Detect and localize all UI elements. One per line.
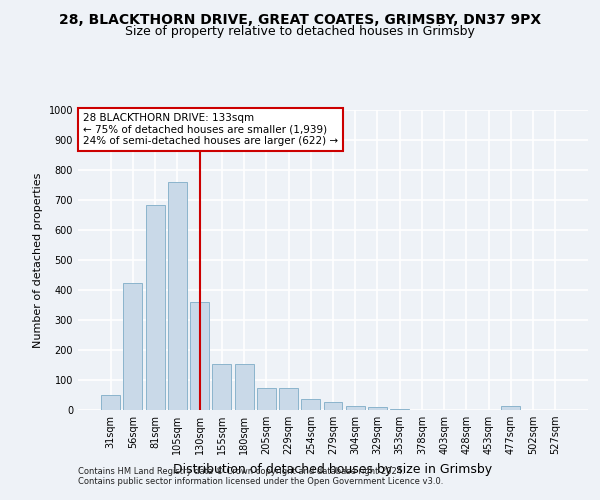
Bar bbox=[190, 302, 209, 410]
Bar bbox=[101, 395, 120, 410]
X-axis label: Distribution of detached houses by size in Grimsby: Distribution of detached houses by size … bbox=[173, 462, 493, 475]
Text: 28 BLACKTHORN DRIVE: 133sqm
← 75% of detached houses are smaller (1,939)
24% of : 28 BLACKTHORN DRIVE: 133sqm ← 75% of det… bbox=[83, 113, 338, 146]
Text: 28, BLACKTHORN DRIVE, GREAT COATES, GRIMSBY, DN37 9PX: 28, BLACKTHORN DRIVE, GREAT COATES, GRIM… bbox=[59, 12, 541, 26]
Bar bbox=[212, 364, 231, 410]
Bar bbox=[124, 282, 142, 410]
Bar bbox=[390, 408, 409, 410]
Bar bbox=[257, 388, 276, 410]
Bar bbox=[235, 364, 254, 410]
Bar bbox=[346, 406, 365, 410]
Text: Contains public sector information licensed under the Open Government Licence v3: Contains public sector information licen… bbox=[78, 477, 443, 486]
Bar bbox=[368, 407, 387, 410]
Y-axis label: Number of detached properties: Number of detached properties bbox=[33, 172, 43, 348]
Text: Contains HM Land Registry data © Crown copyright and database right 2024.: Contains HM Land Registry data © Crown c… bbox=[78, 467, 404, 476]
Bar bbox=[146, 204, 164, 410]
Bar bbox=[168, 182, 187, 410]
Bar bbox=[502, 406, 520, 410]
Bar bbox=[301, 399, 320, 410]
Text: Size of property relative to detached houses in Grimsby: Size of property relative to detached ho… bbox=[125, 25, 475, 38]
Bar bbox=[323, 402, 343, 410]
Bar bbox=[279, 388, 298, 410]
